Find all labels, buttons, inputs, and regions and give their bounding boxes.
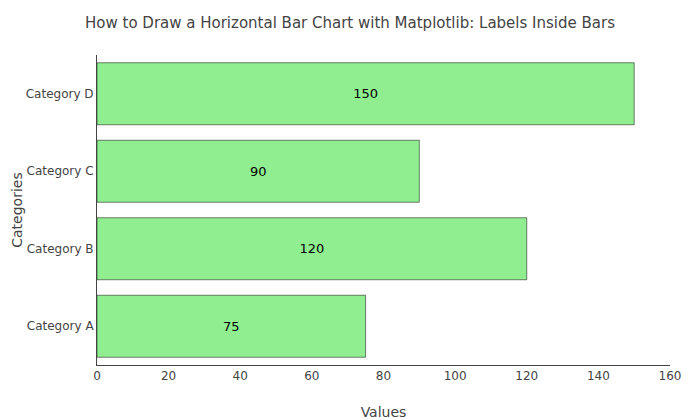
svg-text:0: 0 — [93, 369, 101, 383]
svg-text:120: 120 — [515, 369, 538, 383]
svg-text:20: 20 — [161, 369, 176, 383]
svg-text:Categories: Categories — [9, 172, 25, 247]
svg-text:90: 90 — [250, 164, 267, 179]
svg-text:Category B: Category B — [27, 242, 94, 256]
svg-text:How to Draw a Horizontal Bar C: How to Draw a Horizontal Bar Chart with … — [85, 14, 615, 32]
svg-text:Category C: Category C — [27, 164, 94, 178]
svg-text:80: 80 — [376, 369, 391, 383]
svg-text:Category A: Category A — [27, 319, 95, 333]
svg-text:120: 120 — [299, 241, 324, 256]
svg-text:Values: Values — [361, 404, 407, 420]
svg-text:150: 150 — [353, 86, 378, 101]
svg-text:Category D: Category D — [26, 87, 94, 101]
svg-text:160: 160 — [659, 369, 682, 383]
svg-text:140: 140 — [587, 369, 610, 383]
svg-text:75: 75 — [223, 319, 240, 334]
svg-text:60: 60 — [304, 369, 319, 383]
svg-text:40: 40 — [233, 369, 248, 383]
svg-text:100: 100 — [444, 369, 467, 383]
